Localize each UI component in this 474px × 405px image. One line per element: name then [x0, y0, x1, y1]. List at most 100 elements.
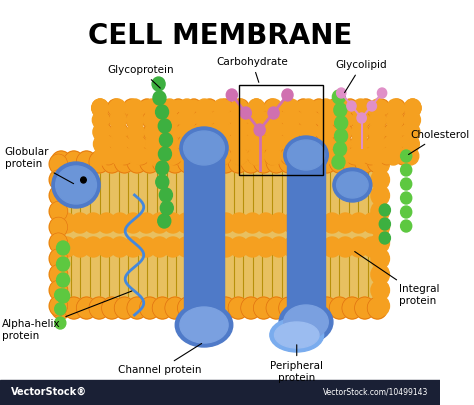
- Circle shape: [162, 135, 179, 153]
- Circle shape: [139, 151, 160, 173]
- Circle shape: [101, 297, 122, 319]
- Circle shape: [177, 135, 194, 153]
- Circle shape: [401, 178, 412, 190]
- Circle shape: [160, 123, 176, 141]
- Circle shape: [163, 147, 179, 165]
- Circle shape: [395, 147, 412, 165]
- Circle shape: [401, 164, 412, 176]
- Circle shape: [289, 111, 305, 129]
- Ellipse shape: [284, 136, 328, 174]
- Circle shape: [371, 280, 390, 300]
- Circle shape: [164, 237, 182, 257]
- Circle shape: [231, 135, 247, 153]
- Circle shape: [76, 151, 97, 173]
- Circle shape: [228, 151, 248, 173]
- Circle shape: [264, 99, 281, 117]
- Circle shape: [402, 111, 419, 129]
- Circle shape: [170, 99, 187, 117]
- Circle shape: [240, 135, 257, 153]
- Circle shape: [401, 150, 412, 162]
- Circle shape: [170, 99, 187, 117]
- Circle shape: [335, 111, 351, 129]
- Circle shape: [144, 99, 161, 117]
- Circle shape: [51, 151, 72, 173]
- Circle shape: [56, 289, 70, 303]
- Circle shape: [317, 151, 337, 173]
- Circle shape: [329, 297, 350, 319]
- Circle shape: [248, 99, 265, 117]
- Circle shape: [110, 123, 127, 141]
- Circle shape: [303, 135, 320, 153]
- Circle shape: [89, 151, 109, 173]
- Bar: [239, 85, 323, 175]
- Circle shape: [203, 151, 223, 173]
- Circle shape: [89, 297, 109, 319]
- Circle shape: [337, 88, 346, 98]
- Circle shape: [283, 111, 300, 129]
- Text: VectorStock.com/10499143: VectorStock.com/10499143: [323, 388, 428, 396]
- Circle shape: [342, 297, 362, 319]
- Circle shape: [310, 213, 328, 233]
- Circle shape: [231, 111, 247, 129]
- Circle shape: [146, 135, 162, 153]
- Circle shape: [272, 135, 288, 153]
- Circle shape: [370, 99, 386, 117]
- Circle shape: [49, 233, 68, 253]
- Circle shape: [144, 123, 160, 141]
- Circle shape: [110, 237, 129, 257]
- Circle shape: [287, 135, 304, 153]
- Circle shape: [283, 237, 301, 257]
- Circle shape: [203, 151, 223, 173]
- Circle shape: [232, 99, 249, 117]
- Circle shape: [124, 213, 142, 233]
- Circle shape: [371, 296, 390, 316]
- Circle shape: [317, 297, 337, 319]
- Circle shape: [279, 151, 299, 173]
- Circle shape: [317, 151, 337, 173]
- Circle shape: [127, 297, 147, 319]
- Circle shape: [270, 213, 288, 233]
- Circle shape: [300, 99, 317, 117]
- Circle shape: [272, 123, 288, 141]
- Circle shape: [153, 91, 166, 105]
- Circle shape: [182, 147, 199, 165]
- Circle shape: [215, 147, 231, 165]
- Circle shape: [351, 135, 367, 153]
- Circle shape: [363, 237, 381, 257]
- Bar: [0, 380, 439, 405]
- Circle shape: [108, 99, 124, 117]
- Circle shape: [379, 147, 395, 165]
- Circle shape: [373, 99, 390, 117]
- Circle shape: [305, 111, 322, 129]
- Circle shape: [273, 111, 289, 129]
- Circle shape: [159, 188, 173, 202]
- Circle shape: [329, 297, 350, 319]
- Circle shape: [193, 135, 210, 153]
- Circle shape: [240, 107, 251, 119]
- Circle shape: [152, 151, 173, 173]
- Circle shape: [182, 147, 199, 165]
- Circle shape: [329, 147, 346, 165]
- Circle shape: [179, 99, 195, 117]
- Circle shape: [368, 123, 384, 141]
- Circle shape: [400, 123, 416, 141]
- Circle shape: [342, 151, 362, 173]
- Circle shape: [323, 237, 341, 257]
- Circle shape: [231, 99, 247, 117]
- Circle shape: [241, 297, 261, 319]
- Circle shape: [123, 99, 140, 117]
- Circle shape: [191, 111, 208, 129]
- Circle shape: [310, 99, 327, 117]
- Circle shape: [231, 147, 248, 165]
- Circle shape: [109, 111, 127, 129]
- Circle shape: [185, 99, 202, 117]
- Circle shape: [248, 111, 265, 129]
- Circle shape: [373, 99, 390, 117]
- Circle shape: [300, 135, 316, 153]
- Circle shape: [98, 135, 115, 153]
- Circle shape: [139, 99, 155, 117]
- Circle shape: [190, 297, 210, 319]
- Circle shape: [101, 297, 122, 319]
- Circle shape: [371, 154, 390, 174]
- Circle shape: [100, 147, 117, 165]
